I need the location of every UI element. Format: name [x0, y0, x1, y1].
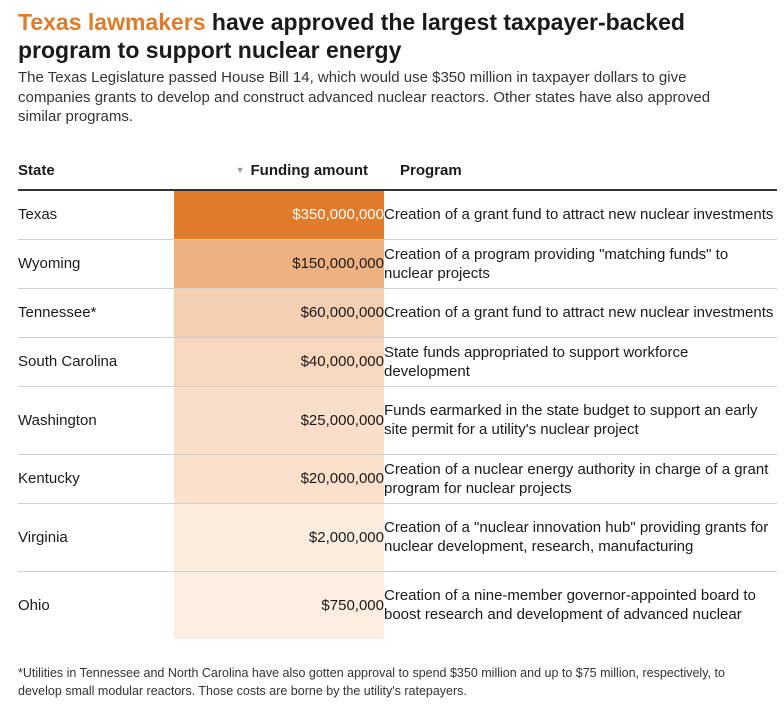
state-cell: Ohio [18, 596, 50, 614]
table-body: Texas $350,000,000 Creation of a grant f… [18, 190, 777, 639]
funding-cell: $60,000,000 [174, 288, 384, 338]
funding-cell: $150,000,000 [174, 239, 384, 289]
funding-cell: $350,000,000 [174, 190, 384, 240]
column-header-funding[interactable]: ▼ Funding amount [174, 152, 384, 191]
funding-cell: $2,000,000 [174, 503, 384, 572]
column-header-program[interactable]: Program [384, 152, 777, 191]
table-row: Texas $350,000,000 Creation of a grant f… [18, 190, 777, 240]
footnote: *Utilities in Tennessee and North Caroli… [18, 666, 725, 698]
program-cell: Creation of a grant fund to attract new … [384, 288, 777, 338]
table-row: Virginia $2,000,000 Creation of a "nucle… [18, 503, 777, 572]
state-cell: South Carolina [18, 337, 174, 387]
state-cell: Wyoming [18, 239, 174, 289]
column-header-program-label: Program [400, 162, 462, 179]
funding-table: State ▼ Funding amount Program Texas $350… [18, 152, 777, 639]
program-cell: Creation of a "nuclear innovation hub" p… [384, 503, 777, 572]
table-row: Washington $25,000,000 Funds earmarked i… [18, 386, 777, 455]
sort-descending-icon[interactable]: ▼ [235, 165, 245, 175]
title-rest: have approved the largest taxpayer-backe… [18, 9, 685, 63]
program-cell: Funds earmarked in the state budget to s… [384, 386, 777, 455]
table-row: Wyoming $150,000,000 Creation of a progr… [18, 239, 777, 289]
chart-title: Texas lawmakers have approved the larges… [18, 8, 768, 64]
state-cell: Washington [18, 386, 174, 455]
program-cell: Creation of a nuclear energy authority i… [384, 454, 777, 504]
program-cell: Creation of a nine-member governor-appoi… [384, 587, 756, 624]
state-cell: Texas [18, 190, 174, 240]
program-cell: State funds appropriated to support work… [384, 337, 777, 387]
table-row: South Carolina $40,000,000 State funds a… [18, 337, 777, 387]
table-header-row: State ▼ Funding amount Program [18, 152, 777, 191]
state-cell: Tennessee* [18, 288, 174, 338]
column-header-state-label: State [18, 162, 55, 179]
table-row: Tennessee* $60,000,000 Creation of a gra… [18, 288, 777, 338]
funding-cell: $750,000 [174, 571, 384, 639]
column-header-funding-label: Funding amount [250, 162, 368, 179]
funding-cell: $20,000,000 [174, 454, 384, 504]
state-cell: Virginia [18, 503, 174, 572]
table-row: Kentucky $20,000,000 Creation of a nucle… [18, 454, 777, 504]
funding-cell: $40,000,000 [174, 337, 384, 387]
table-row: Ohio $750,000 Creation of a nine-member … [18, 571, 777, 639]
program-cell: Creation of a program providing "matchin… [384, 239, 777, 289]
column-header-state[interactable]: State [18, 152, 174, 191]
funding-cell: $25,000,000 [174, 386, 384, 455]
title-accent: Texas lawmakers [18, 9, 206, 35]
state-cell: Kentucky [18, 454, 174, 504]
chart-subtitle: The Texas Legislature passed House Bill … [18, 69, 711, 125]
program-cell: Creation of a grant fund to attract new … [384, 190, 777, 240]
